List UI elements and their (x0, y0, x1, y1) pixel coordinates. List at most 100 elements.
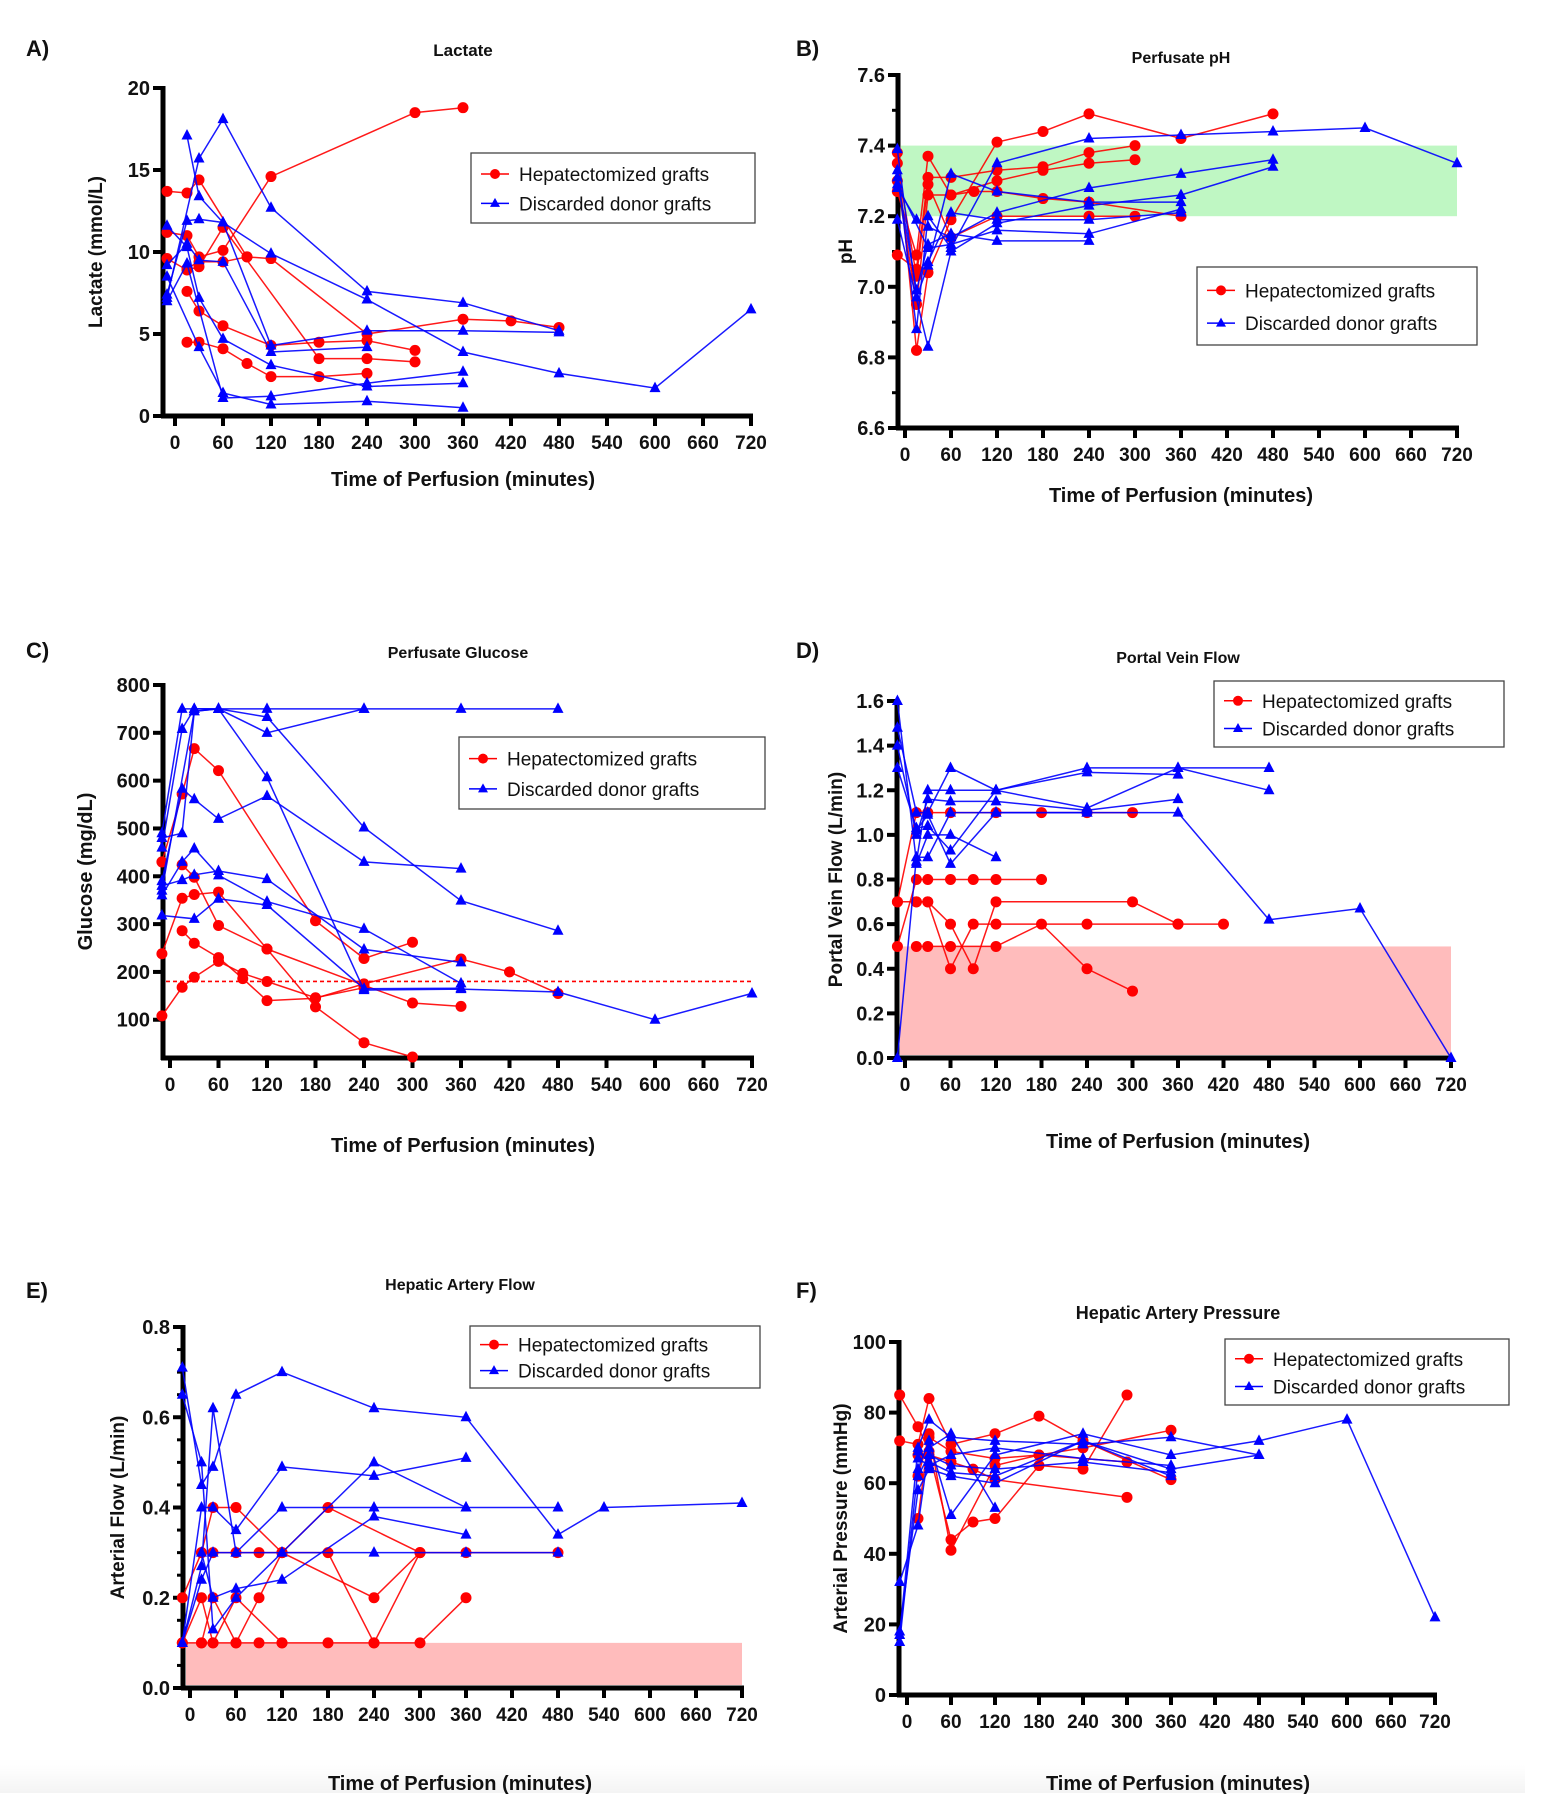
x-tick-label: 300 (404, 1705, 436, 1726)
data-point-triangle (1081, 765, 1093, 777)
x-tick-label: 480 (542, 1075, 574, 1096)
data-point-triangle (196, 1546, 207, 1557)
data-point-circle (230, 1637, 242, 1649)
series-hepatectomized (156, 743, 418, 965)
data-point-triangle (945, 783, 956, 795)
data-point-triangle (457, 324, 469, 335)
x-tick-label: 600 (1344, 1075, 1376, 1096)
series-line (166, 106, 464, 258)
data-point-triangle (230, 1546, 242, 1557)
data-point-triangle (361, 284, 373, 296)
legend-box (458, 736, 766, 810)
series-hepatectomized (176, 1592, 472, 1649)
data-point-triangle (1172, 768, 1184, 779)
data-point-triangle (156, 888, 168, 900)
data-point-triangle (457, 296, 469, 307)
series-line (917, 1429, 1172, 1553)
data-point-triangle (361, 324, 373, 335)
data-point-circle (265, 171, 277, 183)
data-point-triangle (358, 821, 370, 832)
data-point-circle (361, 335, 373, 347)
data-point-circle (1083, 157, 1095, 169)
legend-label-discarded: Discarded donor grafts (1245, 314, 1437, 335)
data-point-triangle (368, 1501, 380, 1512)
data-point-triangle (176, 873, 188, 885)
data-point-circle (989, 1428, 1001, 1440)
data-point-triangle (945, 828, 956, 839)
data-point-triangle (196, 1478, 207, 1489)
y-axis-label: Lactate (mmol/L) (86, 176, 107, 328)
series-hepatectomized (181, 285, 421, 356)
data-point-triangle (922, 850, 934, 862)
series-discarded (891, 739, 1184, 839)
y-tick-label: 7.6 (857, 65, 885, 87)
data-point-triangle (161, 294, 173, 306)
data-point-triangle (156, 841, 168, 852)
data-point-triangle (922, 241, 934, 252)
data-point-triangle (368, 1455, 380, 1467)
data-point-triangle (894, 1575, 906, 1587)
data-point-triangle (261, 898, 273, 909)
series-discarded (894, 1427, 1001, 1587)
y-tick-label: 0.4 (142, 1498, 171, 1520)
data-point-triangle (989, 1469, 1001, 1481)
x-tick-label: 240 (1071, 1075, 1103, 1096)
data-point-triangle (649, 381, 661, 393)
data-point-triangle (1172, 806, 1184, 817)
data-point-circle (156, 948, 168, 960)
data-point-circle (409, 344, 421, 356)
data-point-triangle (910, 823, 922, 835)
y-tick-label: 1.4 (856, 736, 885, 758)
data-point-triangle (1077, 1427, 1089, 1438)
data-point-circle (1165, 1424, 1177, 1436)
data-point-triangle (265, 389, 277, 401)
x-tick-label: 480 (1253, 1075, 1285, 1096)
data-point-circle (922, 178, 934, 190)
x-tick-label: 600 (1349, 445, 1381, 466)
data-point-circle (922, 940, 934, 952)
data-point-triangle (358, 855, 370, 866)
data-point-circle (310, 992, 321, 1004)
data-point-triangle (912, 1444, 924, 1456)
x-axis-label: Time of Perfusion (minutes) (328, 1773, 592, 1795)
data-point-triangle (923, 1413, 935, 1424)
data-point-circle (1218, 918, 1229, 930)
x-tick-label: 420 (495, 433, 527, 454)
data-point-triangle (553, 325, 565, 337)
data-point-triangle (176, 855, 188, 866)
series-discarded (910, 828, 1002, 868)
data-point-triangle (910, 857, 922, 868)
data-point-triangle (894, 1624, 906, 1636)
x-tick-label: 360 (1162, 1075, 1194, 1096)
data-point-triangle (188, 868, 200, 879)
data-point-triangle (361, 340, 373, 352)
x-tick-label: 600 (639, 433, 671, 454)
x-tick-label: 540 (1299, 1075, 1331, 1096)
x-tick-label: 0 (900, 1075, 911, 1096)
x-tick-label: 240 (348, 1075, 380, 1096)
data-point-triangle (457, 345, 469, 357)
x-tick-label: 600 (634, 1705, 666, 1726)
data-point-circle (990, 874, 1002, 885)
data-point-circle (1036, 874, 1047, 885)
data-point-triangle (911, 322, 922, 334)
data-point-triangle (922, 209, 934, 221)
data-point-triangle (922, 255, 934, 267)
data-point-triangle (368, 1469, 380, 1480)
y-tick-label: 15 (128, 160, 150, 182)
series-hepatectomized (196, 1547, 564, 1649)
panel-label-e: E) (26, 1278, 48, 1303)
panel-label-c: C) (26, 638, 50, 663)
x-tick-label: 300 (399, 433, 431, 454)
legend: Hepatectomized grafts Discarded donor gra… (469, 1325, 761, 1389)
x-tick-label: 360 (450, 1705, 482, 1726)
chart-panel-e: 0.0 0.2 0.4 0.6 0.8 0 60 120 180 240 300 360 420 480 5… (108, 1317, 761, 1795)
data-point-triangle (176, 1636, 188, 1647)
data-point-triangle (161, 270, 173, 281)
data-point-triangle (207, 1401, 219, 1413)
legend-label-hepatectomized: Hepatectomized grafts (507, 750, 697, 771)
data-point-circle (1033, 1410, 1045, 1422)
data-point-triangle (188, 792, 200, 804)
data-point-triangle (990, 794, 1002, 806)
